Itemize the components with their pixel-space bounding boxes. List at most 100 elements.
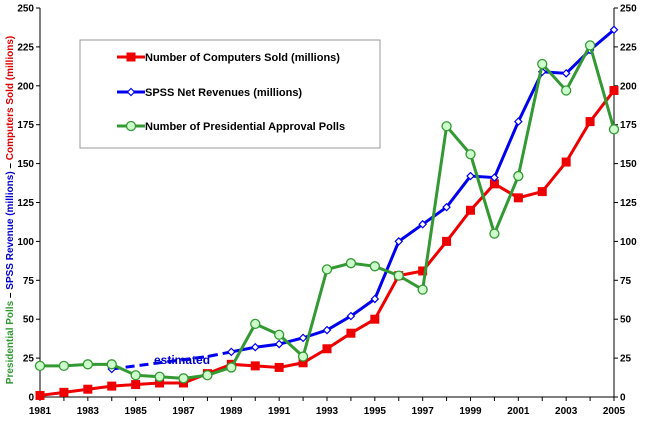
series-layer bbox=[34, 25, 620, 400]
data-point-spss-revenue bbox=[346, 311, 356, 321]
y-tick-label-left: 125 bbox=[17, 198, 34, 209]
y-axis-label-part: – bbox=[5, 160, 16, 171]
data-point-presidential-polls bbox=[202, 370, 213, 381]
legend-swatch-marker bbox=[126, 52, 136, 62]
data-point-presidential-polls bbox=[274, 329, 285, 340]
y-tick-label-right: 125 bbox=[620, 198, 637, 209]
y-tick-label-left: 75 bbox=[23, 276, 35, 287]
legend-label: SPSS Net Revenues (millions) bbox=[145, 87, 302, 99]
y-axis-label: Presidential Polls – SPSS Revenue (milli… bbox=[5, 36, 16, 384]
data-point-presidential-polls bbox=[561, 85, 572, 96]
y-tick-label-left: 0 bbox=[28, 393, 34, 404]
x-tick-label: 1985 bbox=[125, 406, 148, 417]
data-point-computers-sold bbox=[322, 344, 332, 354]
legend-label: Number of Presidential Approval Polls bbox=[145, 121, 345, 133]
x-tick-label: 2005 bbox=[603, 406, 626, 417]
data-point-presidential-polls bbox=[226, 362, 237, 373]
y-tick-label-right: 150 bbox=[620, 159, 637, 170]
y-tick-label-left: 25 bbox=[23, 354, 35, 365]
x-tick-label: 1983 bbox=[77, 406, 100, 417]
data-point-presidential-polls bbox=[441, 121, 452, 132]
y-axis-label-part: Computers Sold (millions) bbox=[5, 36, 16, 160]
y-axis-label-part: Presidential Polls bbox=[5, 300, 16, 384]
x-tick-label: 2001 bbox=[507, 406, 530, 417]
legend-swatch-marker bbox=[126, 87, 136, 97]
data-point-computers-sold bbox=[370, 314, 380, 324]
axes bbox=[36, 7, 618, 401]
data-point-computers-sold bbox=[274, 362, 284, 372]
data-point-presidential-polls bbox=[584, 40, 596, 51]
data-point-computers-sold bbox=[59, 387, 69, 397]
series-presidential-polls bbox=[34, 40, 620, 384]
data-point-presidential-polls bbox=[250, 318, 261, 330]
series-line-spss-revenue-estimated bbox=[111, 350, 232, 371]
data-point-spss-revenue bbox=[370, 294, 380, 304]
data-point-computers-sold bbox=[513, 193, 523, 203]
data-point-presidential-polls bbox=[489, 228, 500, 239]
data-point-computers-sold bbox=[442, 236, 452, 246]
data-point-computers-sold bbox=[561, 157, 571, 167]
y-axis-label-part: – bbox=[5, 290, 16, 301]
y-tick-label-right: 75 bbox=[620, 276, 632, 287]
data-point-computers-sold bbox=[585, 117, 595, 127]
data-point-spss-revenue bbox=[322, 325, 332, 335]
legend-swatch-marker bbox=[125, 120, 137, 132]
x-tick-label: 1997 bbox=[412, 406, 435, 417]
legend-label: Number of Computers Sold (millions) bbox=[145, 52, 340, 64]
data-point-computers-sold bbox=[107, 381, 117, 391]
data-point-spss-revenue bbox=[609, 25, 619, 35]
y-tick-label-right: 25 bbox=[620, 354, 632, 365]
y-tick-label-right: 225 bbox=[620, 42, 637, 53]
data-point-presidential-polls bbox=[513, 170, 524, 182]
data-point-computers-sold bbox=[250, 361, 260, 371]
data-point-spss-revenue bbox=[418, 219, 428, 229]
data-point-spss-revenue bbox=[394, 237, 404, 246]
data-point-spss-revenue bbox=[274, 339, 284, 349]
legend: Number of Computers Sold (millions) SPSS … bbox=[79, 39, 381, 149]
data-point-computers-sold bbox=[35, 390, 45, 400]
data-point-spss-revenue bbox=[250, 342, 260, 352]
data-point-presidential-polls bbox=[34, 360, 46, 372]
data-point-presidential-polls bbox=[130, 370, 141, 381]
y-tick-label-left: 150 bbox=[17, 159, 34, 170]
data-point-spss-revenue bbox=[442, 202, 451, 212]
data-point-presidential-polls bbox=[369, 261, 380, 272]
y-tick-label-right: 250 bbox=[620, 4, 637, 15]
data-point-presidential-polls bbox=[345, 258, 357, 269]
data-point-spss-revenue bbox=[298, 333, 308, 343]
data-point-computers-sold bbox=[83, 384, 93, 394]
y-tick-label-right: 100 bbox=[620, 237, 637, 248]
y-tick-label-left: 175 bbox=[17, 120, 34, 131]
data-point-computers-sold bbox=[346, 328, 356, 338]
data-point-computers-sold bbox=[609, 85, 619, 95]
x-tick-label: 1987 bbox=[172, 406, 195, 417]
x-tick-label: 1991 bbox=[268, 406, 291, 417]
x-tick-label: 1993 bbox=[316, 406, 339, 417]
y-tick-label-left: 100 bbox=[17, 237, 34, 248]
x-tick-label: 1981 bbox=[29, 406, 52, 417]
data-point-presidential-polls bbox=[297, 351, 309, 362]
tick-labels: 0 0 25 25 50 50 75 75 100 100 125 125 150 150 175 175 20… bbox=[17, 4, 637, 418]
y-axis-label-part: SPSS Revenue (millions) bbox=[5, 171, 16, 289]
data-point-spss-revenue bbox=[226, 347, 236, 357]
data-point-presidential-polls bbox=[321, 264, 333, 275]
data-point-computers-sold bbox=[537, 187, 547, 197]
estimated-annotation: estimated bbox=[154, 353, 210, 367]
data-point-spss-revenue bbox=[561, 69, 571, 78]
data-point-computers-sold bbox=[466, 205, 475, 215]
y-tick-label-right: 50 bbox=[620, 315, 632, 326]
data-point-spss-revenue bbox=[466, 171, 475, 181]
x-tick-label: 1989 bbox=[220, 406, 243, 417]
data-point-presidential-polls bbox=[393, 270, 404, 281]
data-point-presidential-polls bbox=[465, 149, 476, 160]
y-tick-label-left: 50 bbox=[23, 315, 35, 326]
y-tick-label-left: 250 bbox=[17, 4, 34, 15]
x-tick-label: 1999 bbox=[459, 406, 482, 417]
y-tick-label-right: 200 bbox=[620, 81, 637, 92]
data-point-presidential-polls bbox=[537, 58, 548, 70]
data-point-presidential-polls bbox=[417, 284, 428, 295]
data-point-presidential-polls bbox=[82, 359, 93, 370]
data-point-spss-revenue bbox=[513, 117, 523, 126]
data-point-spss-revenue bbox=[490, 173, 499, 182]
